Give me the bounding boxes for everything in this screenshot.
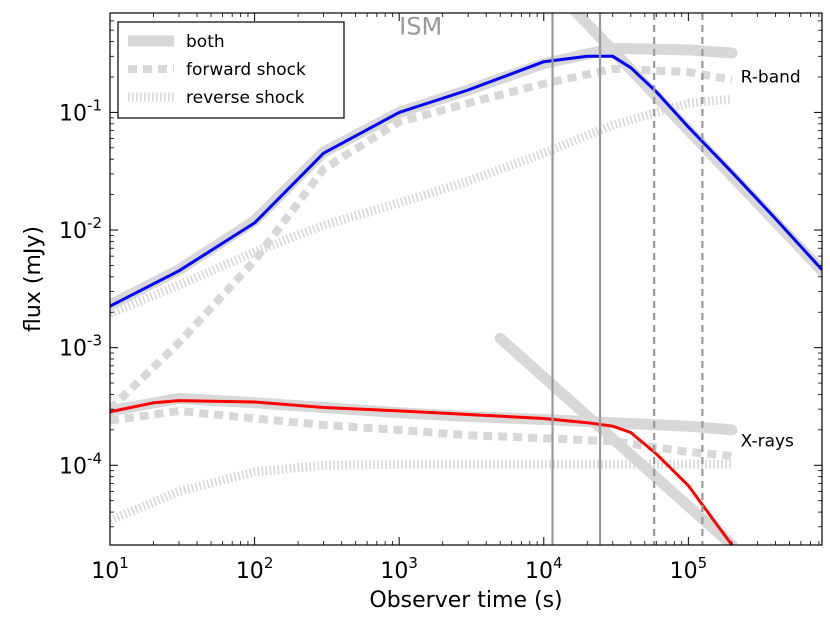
band-label-r-band: R-band (741, 67, 801, 87)
series-r-band-observed (110, 54, 822, 308)
series-x-rays-both-asymptote (494, 332, 738, 545)
x-tick-label: 103 (380, 554, 418, 584)
y-tick-label: 10-4 (59, 449, 102, 479)
axes: 101 102 103 104 105 10-4 10-3 10-2 10-1 (59, 13, 822, 584)
y-tick-label: 10-2 (59, 214, 102, 244)
series-x-rays-reverse-shock (110, 459, 732, 525)
ism-label: ISM (399, 12, 442, 40)
series-r-band-forward-shock (110, 64, 733, 413)
x-tick-label: 104 (525, 554, 563, 584)
series-x-rays-forward-shock (110, 406, 733, 460)
x-axis-title: Observer time (s) (369, 588, 562, 613)
series-r-band-reverse-shock (110, 94, 733, 318)
y-tick-label: 10-1 (59, 96, 102, 126)
x-tick-label: 102 (236, 554, 274, 584)
legend-label: both (186, 32, 225, 52)
y-axis-title: flux (mJy) (21, 226, 46, 332)
series-r-band-both-asymptote (569, 13, 822, 277)
x-tick-label: 105 (670, 554, 708, 584)
x-tick-label: 101 (91, 554, 129, 584)
series-x-rays-observed (110, 399, 734, 545)
y-tick-label: 10-3 (59, 332, 102, 362)
legend-label: forward shock (186, 60, 306, 80)
series-layer (110, 13, 822, 545)
reference-lines (551, 13, 704, 545)
plot-frame (109, 12, 823, 546)
legend-label: reverse shock (186, 88, 305, 108)
annotations: ISM R-band X-rays (399, 12, 801, 451)
legend: both forward shock reverse shock (117, 21, 345, 119)
band-label-x-rays: X-rays (741, 431, 794, 451)
